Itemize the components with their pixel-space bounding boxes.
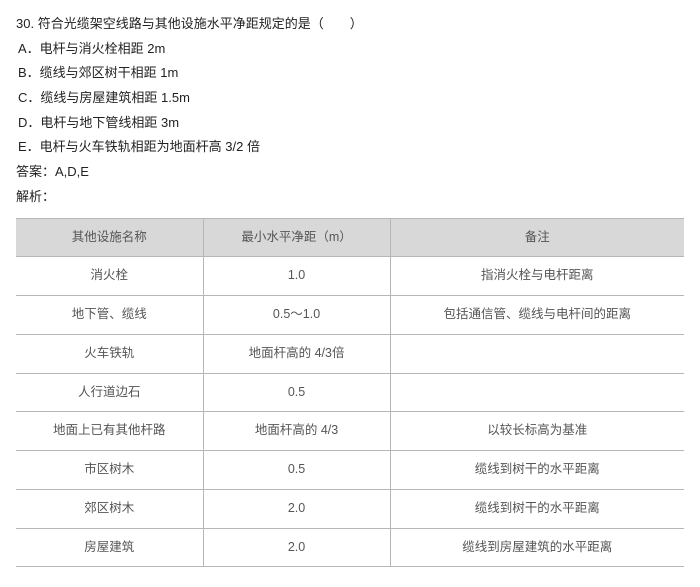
table-cell: 2.0 bbox=[203, 528, 390, 567]
option-d: D．电杆与地下管线相距 3m bbox=[18, 111, 684, 136]
option-c: C．缆线与房屋建筑相距 1.5m bbox=[18, 86, 684, 111]
clearance-table: 其他设施名称 最小水平净距（m） 备注 消火栓1.0指消火栓与电杆距离地下管、缆… bbox=[16, 218, 684, 568]
table-cell: 指消火栓与电杆距离 bbox=[390, 257, 684, 296]
option-a: A．电杆与消火栓相距 2m bbox=[18, 37, 684, 62]
table-cell: 人行道边石 bbox=[16, 373, 203, 412]
table-cell: 地下管、缆线 bbox=[16, 296, 203, 335]
table-row: 地面上已有其他杆路地面杆高的 4/3以较长标高为基准 bbox=[16, 412, 684, 451]
table-cell: 市区树木 bbox=[16, 451, 203, 490]
table-cell: 缆线到树干的水平距离 bbox=[390, 451, 684, 490]
explanation-label: 解析： bbox=[16, 185, 684, 210]
question-number: 30. bbox=[16, 16, 34, 31]
option-b: B．缆线与郊区树干相距 1m bbox=[18, 61, 684, 86]
table-cell: 0.5 bbox=[203, 451, 390, 490]
table-header: 其他设施名称 bbox=[16, 218, 203, 257]
table-row: 房屋建筑2.0缆线到房屋建筑的水平距离 bbox=[16, 528, 684, 567]
table-cell: 地面杆高的 4/3 bbox=[203, 412, 390, 451]
table-cell: 郊区树木 bbox=[16, 489, 203, 528]
table-row: 地下管、缆线0.5～1.0包括通信管、缆线与电杆间的距离 bbox=[16, 296, 684, 335]
table-body: 消火栓1.0指消火栓与电杆距离地下管、缆线0.5～1.0包括通信管、缆线与电杆间… bbox=[16, 257, 684, 567]
table-cell: 地面上已有其他杆路 bbox=[16, 412, 203, 451]
table-cell: 0.5 bbox=[203, 373, 390, 412]
table-header-row: 其他设施名称 最小水平净距（m） 备注 bbox=[16, 218, 684, 257]
table-cell: 缆线到房屋建筑的水平距离 bbox=[390, 528, 684, 567]
table-row: 消火栓1.0指消火栓与电杆距离 bbox=[16, 257, 684, 296]
table-cell: 包括通信管、缆线与电杆间的距离 bbox=[390, 296, 684, 335]
table-row: 火车铁轨地面杆高的 4/3倍 bbox=[16, 334, 684, 373]
table-cell: 2.0 bbox=[203, 489, 390, 528]
answer-line: 答案：A,D,E bbox=[16, 160, 684, 185]
table-header: 备注 bbox=[390, 218, 684, 257]
table-cell: 1.0 bbox=[203, 257, 390, 296]
table-cell: 以较长标高为基准 bbox=[390, 412, 684, 451]
table-cell: 地面杆高的 4/3倍 bbox=[203, 334, 390, 373]
table-row: 人行道边石0.5 bbox=[16, 373, 684, 412]
table-row: 郊区树木2.0缆线到树干的水平距离 bbox=[16, 489, 684, 528]
question-stem: 30. 符合光缆架空线路与其他设施水平净距规定的是（ ） bbox=[16, 12, 684, 37]
table-cell: 火车铁轨 bbox=[16, 334, 203, 373]
table-cell bbox=[390, 373, 684, 412]
table-cell: 缆线到树干的水平距离 bbox=[390, 489, 684, 528]
table-cell: 消火栓 bbox=[16, 257, 203, 296]
table-cell: 房屋建筑 bbox=[16, 528, 203, 567]
question-text: 符合光缆架空线路与其他设施水平净距规定的是（ ） bbox=[38, 16, 363, 31]
table-cell bbox=[390, 334, 684, 373]
table-header: 最小水平净距（m） bbox=[203, 218, 390, 257]
table-row: 市区树木0.5缆线到树干的水平距离 bbox=[16, 451, 684, 490]
table-cell: 0.5～1.0 bbox=[203, 296, 390, 335]
option-e: E．电杆与火车铁轨相距为地面杆高 3/2 倍 bbox=[18, 135, 684, 160]
